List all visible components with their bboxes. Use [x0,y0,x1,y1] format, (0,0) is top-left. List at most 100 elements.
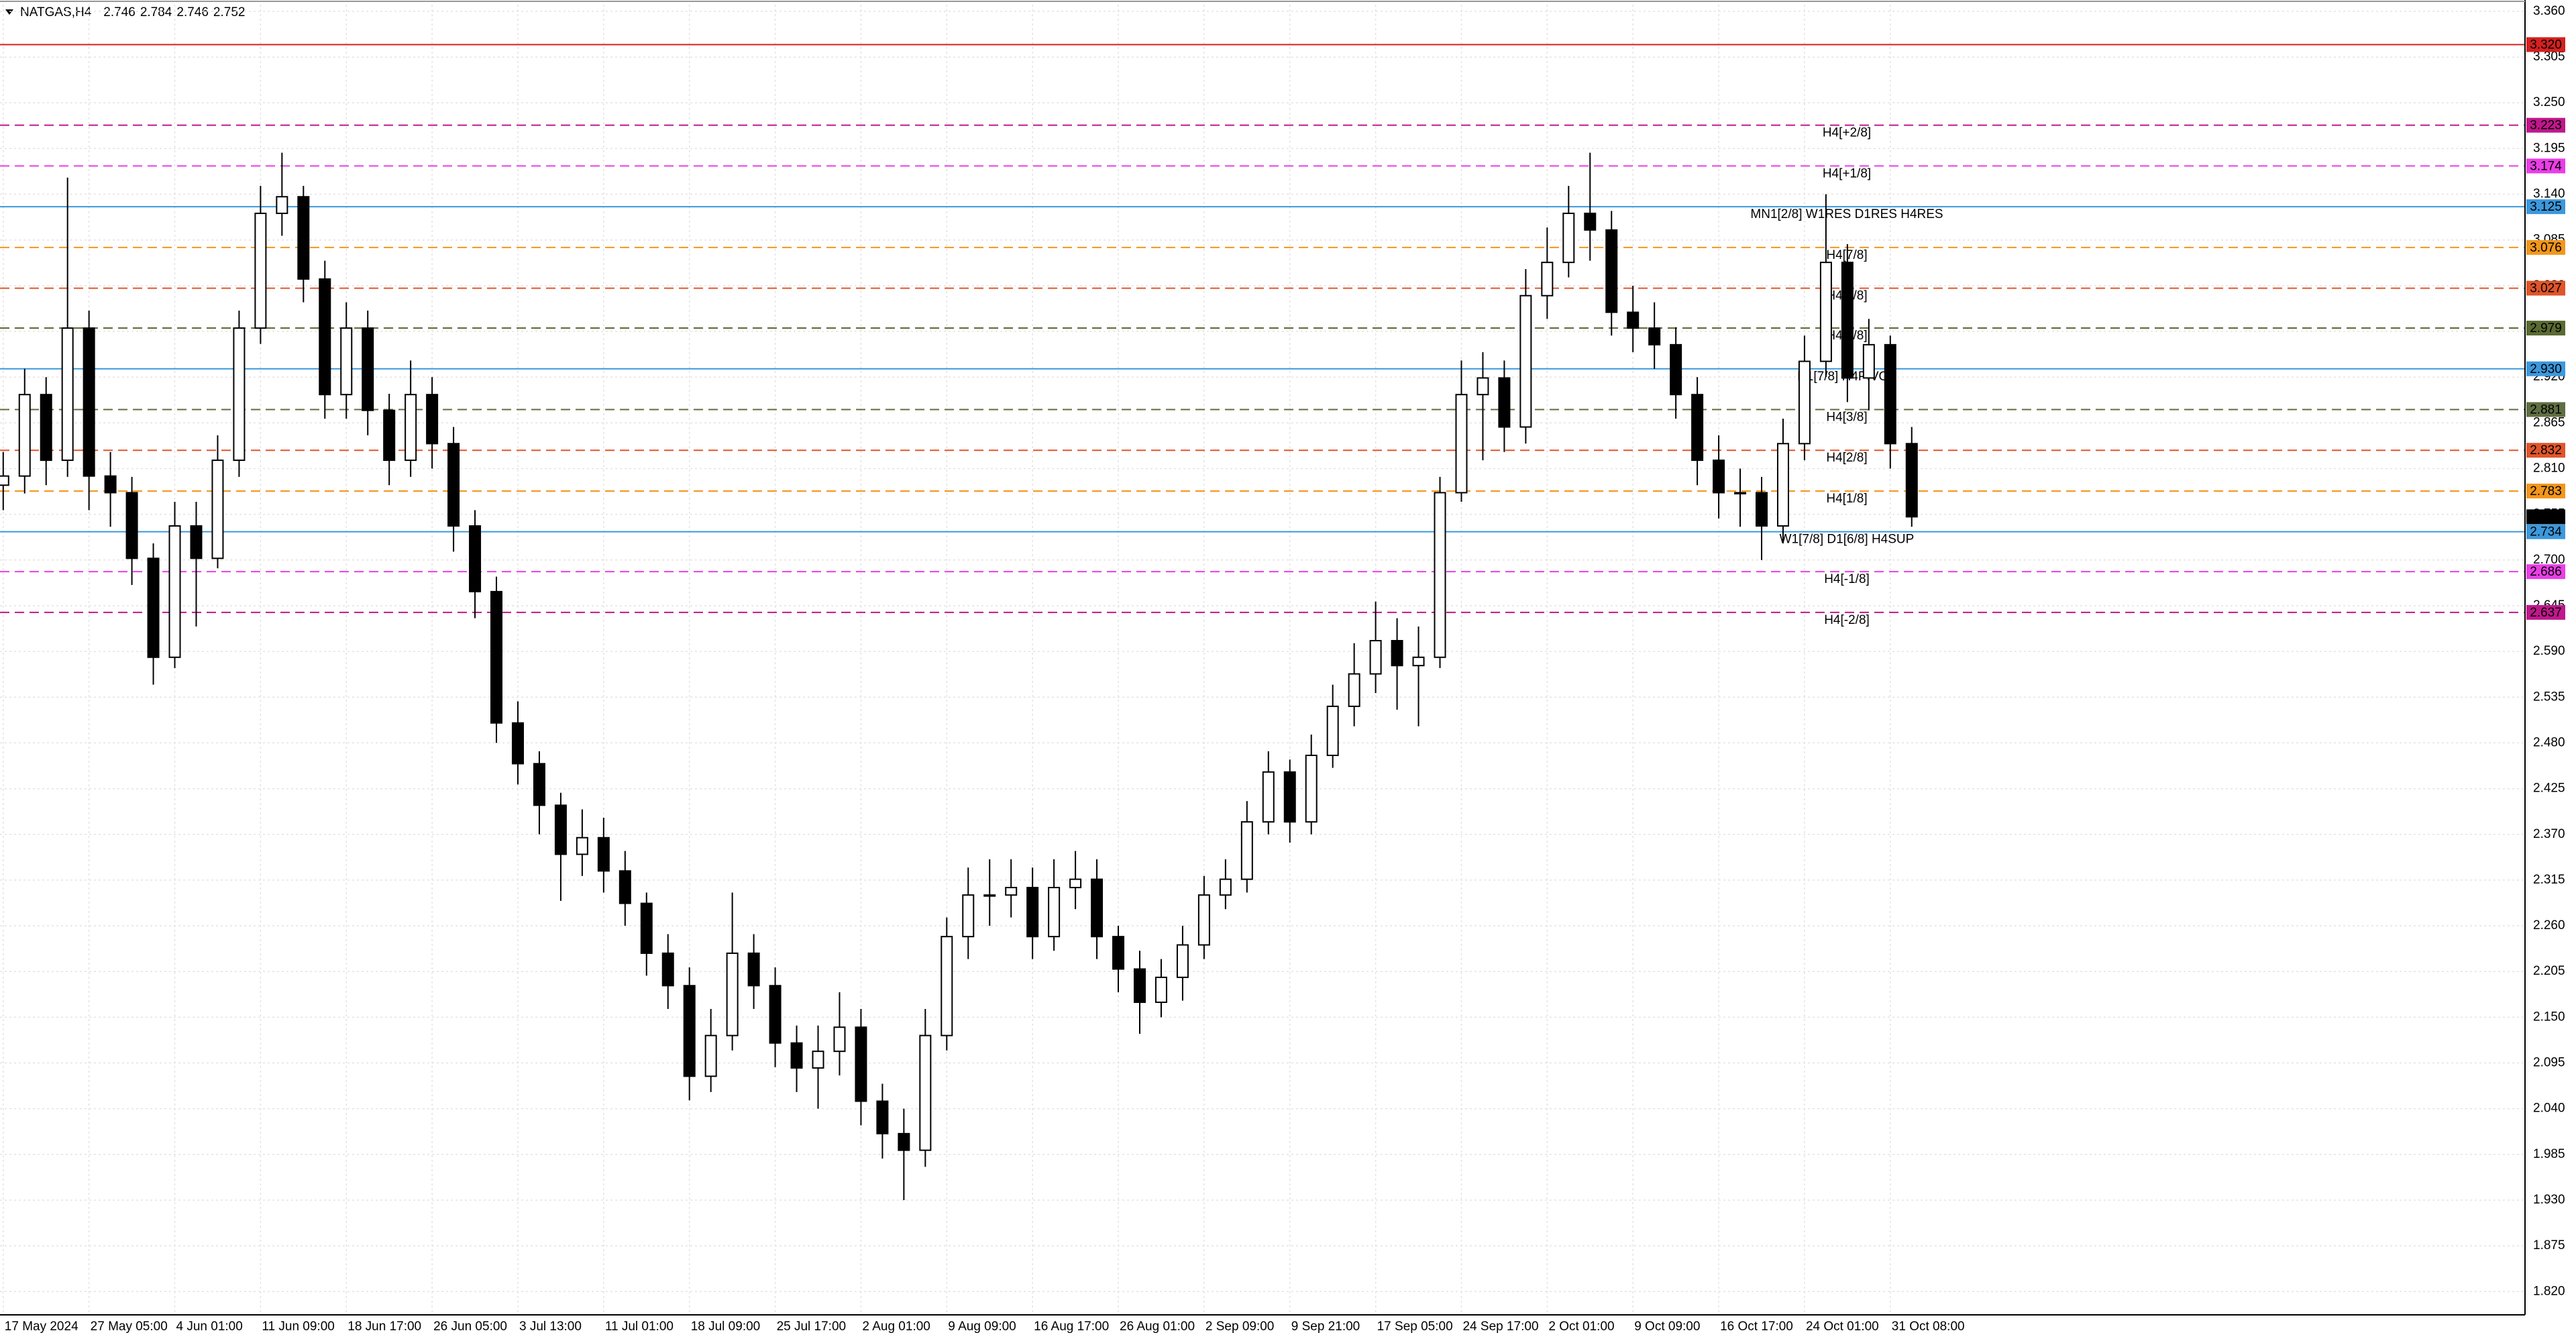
price-tag [2526,199,2565,215]
candle-body [362,327,374,411]
price-tag-label: 2.734 [2530,525,2562,539]
price-tag-label: 3.076 [2530,241,2562,255]
price-tag-label: 3.174 [2530,159,2562,173]
candle-body [1326,705,1339,757]
candle-body [1091,878,1104,938]
y-tick-label: 2.095 [2533,1056,2565,1070]
candle-body [962,894,975,938]
x-tick-label: 2 Sep 09:00 [1205,1320,1274,1334]
candle-body [1305,755,1318,823]
y-tick-label: 2.205 [2533,964,2565,978]
price-tag [2526,443,2565,458]
candle-body [83,327,95,477]
candle-body [1498,377,1511,428]
x-tick-label: 26 Aug 01:00 [1120,1320,1195,1334]
ohlc-value: 2.746 [176,5,209,19]
candle-body [297,196,310,280]
candle-body [597,837,610,872]
candle-body [1841,262,1854,379]
candle-body [511,722,524,765]
candle-body [1434,492,1446,658]
x-tick-label: 11 Jul 01:00 [605,1320,674,1334]
candle-body [276,196,288,215]
candle-body [1348,673,1360,707]
candle-body [855,1026,867,1102]
menu-arrow[interactable] [5,9,13,15]
y-tick-label: 1.820 [2533,1284,2565,1298]
level-label: H4[+2/8] [1823,126,1871,140]
price-tag [2526,37,2565,52]
y-tick-label: 2.810 [2533,461,2565,475]
candle-body [1412,656,1425,667]
candle-body [233,327,246,462]
axis-panel [0,1316,2576,1339]
candle-body [1562,213,1575,264]
level-label: H4[-1/8] [1824,572,1870,586]
candle-body [426,394,439,445]
candle-body [1197,894,1210,946]
candle-body [833,1026,846,1053]
price-tag [2526,280,2565,296]
price-tag [2526,604,2565,620]
candle-body [1262,771,1275,823]
x-tick-label: 11 Jun 09:00 [262,1320,334,1334]
x-tick-label: 27 May 05:00 [91,1320,168,1334]
price-tag-label: 2.832 [2530,443,2562,458]
ohlc-value: 2.752 [213,5,246,19]
candle-body [1133,968,1146,1004]
level-label: W1[7/8] D1[6/8] H4SUP [1780,533,1915,547]
candle-body [1798,360,1811,445]
candle-body [1519,294,1532,428]
x-tick-label: 9 Oct 09:00 [1634,1320,1700,1334]
ohlc-value: 2.784 [140,5,172,19]
x-tick-label: 18 Jun 17:00 [347,1320,421,1334]
candle-body [1691,394,1704,462]
y-tick-label: 2.260 [2533,918,2565,932]
price-tag [2526,564,2565,580]
price-tag [2526,321,2565,336]
candle-body [1670,343,1682,396]
x-tick-label: 18 Jul 09:00 [691,1320,761,1334]
candle-body [898,1132,910,1151]
y-tick-label: 1.930 [2533,1193,2565,1207]
candle-body [1283,771,1296,823]
candle-body [1455,394,1468,494]
level-label: MN1[2/8] W1RES D1RES H4RES [1750,207,1943,221]
candle-body [490,590,503,724]
candle-body [1648,327,1661,345]
candle-body [1905,443,1918,518]
chart-title: NATGAS,H4 [20,5,92,19]
y-tick-label: 3.250 [2533,95,2565,109]
x-tick-label: 3 Jul 13:00 [519,1320,582,1334]
candle-body [61,327,74,462]
candle-body [469,525,482,592]
price-tag-label: 2.881 [2530,403,2562,417]
candle-body [704,1034,717,1077]
candle-body [1048,887,1061,938]
y-tick-label: 2.370 [2533,827,2565,841]
candle-body [1069,878,1082,889]
candle-body [447,443,460,527]
y-tick-label: 3.305 [2533,50,2565,64]
price-tag-label: 3.223 [2530,119,2562,133]
y-tick-label: 2.425 [2533,782,2565,796]
candle-body [125,492,138,559]
last-price-label: 2.752 [2530,510,2562,524]
candle-body [18,394,31,477]
y-tick-label: 3.195 [2533,141,2565,155]
candle-body [254,213,267,329]
candle-body [211,460,224,559]
candle-body [747,952,760,987]
candle-body [1155,976,1167,1004]
candle-body [405,394,417,462]
price-tag [2526,158,2565,174]
y-tick-label: 2.535 [2533,690,2565,704]
price-tag-label: 2.979 [2530,321,2562,335]
candle-body [1005,887,1018,896]
candle-body [319,278,331,396]
candle-body [1541,262,1554,297]
y-tick-label: 3.360 [2533,4,2565,18]
